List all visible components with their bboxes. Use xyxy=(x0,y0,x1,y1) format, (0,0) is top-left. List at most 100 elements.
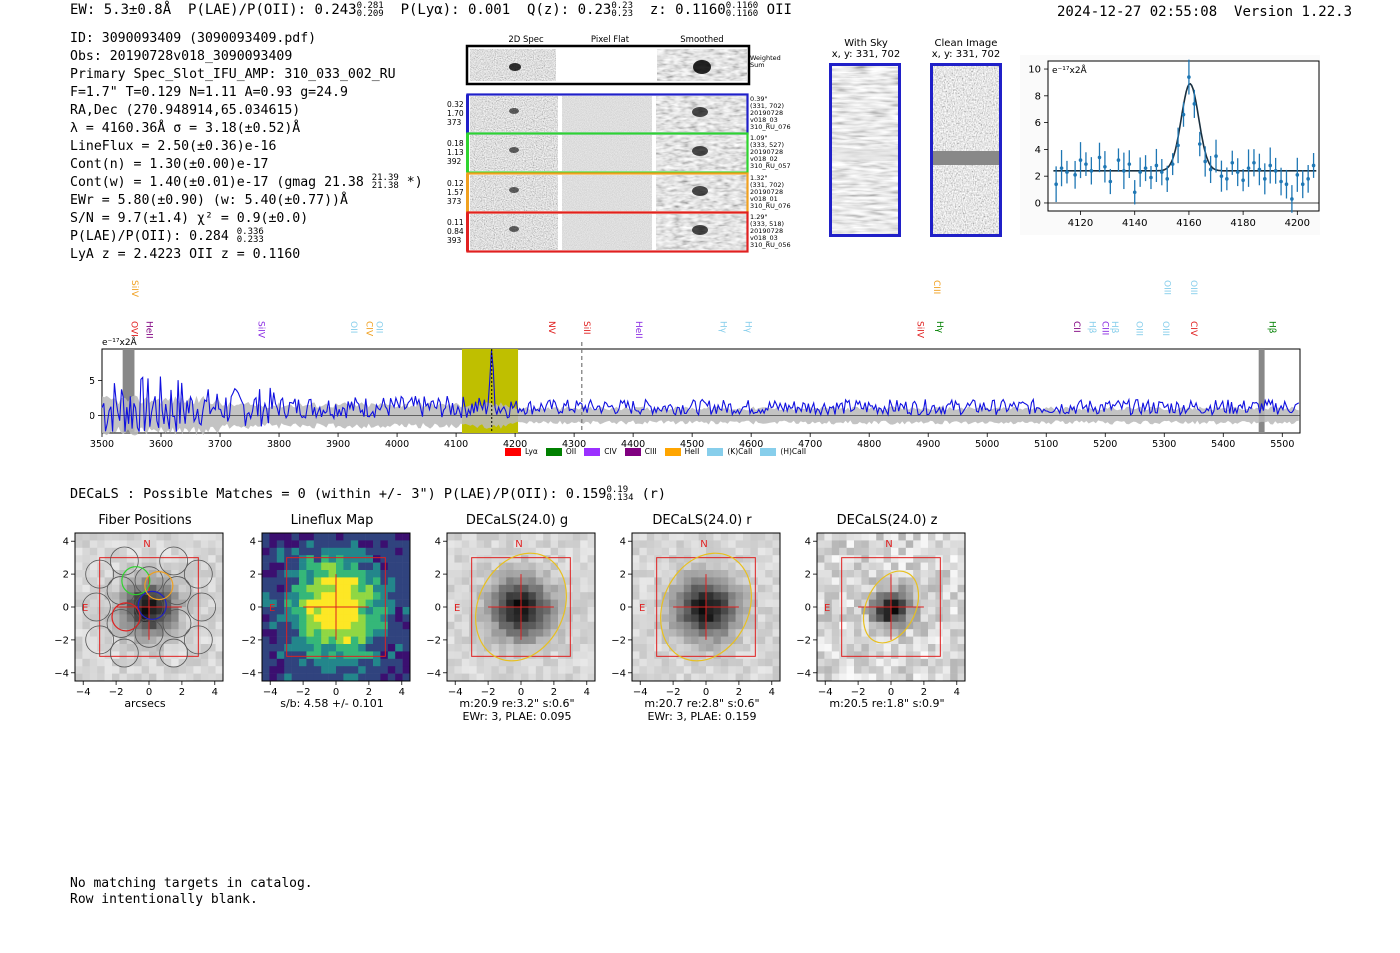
row-left-values: 0.12 1.57 373 xyxy=(447,179,464,206)
panel-caption-line: m:20.5 re:1.8" s:0.9" xyxy=(829,697,945,710)
fiber-circle xyxy=(162,576,192,605)
spectrum-unit: e⁻¹⁷x2Å xyxy=(102,336,138,348)
spectrum-line-label: OII xyxy=(373,321,383,333)
fiber-circle xyxy=(187,592,216,622)
panel-y-tick: −4 xyxy=(796,668,811,679)
panel-image xyxy=(447,533,596,682)
spectrum-line-label: Hγ xyxy=(718,321,728,334)
row-right-value: 20190728 xyxy=(750,188,784,196)
spectrum-line-label: CIV xyxy=(1188,321,1198,337)
legend-item: CIV xyxy=(584,447,617,456)
zoom-data-point xyxy=(1197,142,1202,146)
legend-swatch xyxy=(505,448,521,456)
zoom-data-point xyxy=(1176,143,1180,148)
panel-x-tick: 0 xyxy=(703,687,709,698)
fiber-circle-green xyxy=(121,566,151,596)
zoom-data-point xyxy=(1089,169,1094,173)
zoom-data-point xyxy=(1103,165,1107,169)
with-sky-image xyxy=(829,63,901,237)
weighted-sum-frame xyxy=(465,44,751,86)
zoom-y-tick: 8 xyxy=(1035,91,1041,102)
info-obs: Obs: 20190728v018_3090093409 xyxy=(70,49,293,64)
panel-x-tick: −2 xyxy=(296,687,311,698)
panel-x-tick: −2 xyxy=(851,687,866,698)
spectrum-flux-line xyxy=(101,350,1300,432)
panel-caption: m:20.9 re:3.2" s:0.6" EWr: 3, PLAE: 0.095 xyxy=(442,697,592,723)
row-right-value: (333, 527) xyxy=(750,141,785,149)
panel-aperture-box xyxy=(99,557,199,657)
header-right: 2024-12-27 02:55:08 Version 1.22.3 xyxy=(1057,4,1352,20)
spectrum-x-tick: 3600 xyxy=(149,439,173,450)
row-right-values: 0.39" (331, 702) 20190728 v018_03 310_RU_076 xyxy=(750,96,791,131)
panel-caption: s/b: 4.58 +/- 0.101 xyxy=(257,697,407,710)
panel-x-tick: −4 xyxy=(633,687,648,698)
zoom-x-tick: 4200 xyxy=(1285,218,1310,229)
footer-line-2: Row intentionally blank. xyxy=(70,891,258,907)
legend-label: HeII xyxy=(684,447,700,456)
info-lambda: λ = 4160.36Å σ = 3.18(±0.52)Å xyxy=(70,121,301,136)
info-lyaz: LyA z = 2.4223 OII z = 0.1160 xyxy=(70,247,301,262)
row-right-value: 310_RU_057 xyxy=(750,162,791,170)
fiber-circle xyxy=(85,559,115,589)
panel-caption-line: arcsecs xyxy=(124,697,166,710)
spectrum-line-label: CIV xyxy=(363,321,373,337)
legend-item: (H)CaII xyxy=(760,447,806,456)
panel-x-tick: 4 xyxy=(584,687,590,698)
zoom-data-point xyxy=(1132,190,1137,195)
row-right-value: 310_RU_056 xyxy=(750,241,791,249)
header-z: z: 0.1160 xyxy=(649,2,726,18)
row-right-values: 1.32" (331, 702) 20190728 v018_01 310_RU_076 xyxy=(750,175,791,210)
spectrum-line-label: OIII xyxy=(1160,321,1170,336)
panel-image xyxy=(262,533,411,682)
panel-y-tick: 2 xyxy=(250,570,256,581)
panel-aperture-box xyxy=(841,557,941,657)
zoom-x-tick: 4140 xyxy=(1122,218,1147,229)
panel-y-tick: 2 xyxy=(63,570,69,581)
panel-x-tick: −2 xyxy=(481,687,496,698)
header-version: Version 1.22.3 xyxy=(1234,4,1353,20)
spectrum-x-tick: 4900 xyxy=(916,439,940,450)
spectrum-x-tick: 5200 xyxy=(1093,439,1117,450)
row-left-value: 1.13 xyxy=(447,148,464,157)
spectrum-line-label: SiIV xyxy=(129,280,139,298)
legend-swatch xyxy=(624,448,641,456)
east-label: E xyxy=(639,603,645,614)
info-fiber: F=1.7" T=0.129 N=1.11 A=0.93 g=24.9 xyxy=(70,85,348,100)
spectrum-line-label: Hβ xyxy=(1266,321,1276,334)
panel-caption-line: m:20.7 re:2.8" s:0.6" xyxy=(644,697,760,710)
image-panel: E −4 −2 0 2 4 4 2 0 −2 −4 xyxy=(241,532,411,698)
info-contw-hi: 21.39 xyxy=(371,173,399,183)
panel-x-tick: 2 xyxy=(921,687,927,698)
zoom-data-point xyxy=(1084,162,1088,166)
header-qz: Q(z): 0.23 xyxy=(527,2,612,18)
spectrum-x-tick: 4100 xyxy=(444,439,468,450)
zoom-data-point xyxy=(1154,163,1159,168)
row-left-value: 0.12 xyxy=(447,179,464,188)
legend-label: OII xyxy=(565,447,577,456)
zoom-data-point xyxy=(1241,178,1245,182)
image-panel: N E −4 −2 0 2 4 4 2 0 −2 −4 xyxy=(611,532,781,698)
legend-label: CIV xyxy=(604,447,617,456)
zoom-data-point xyxy=(1097,155,1102,160)
east-label: E xyxy=(269,603,275,614)
spectrum-line-label: Hβ xyxy=(1086,321,1096,334)
zoom-data-point xyxy=(1160,170,1164,174)
info-sn: S/N = 9.7(±1.4) χ² = 0.9(±0.0) xyxy=(70,211,309,226)
panel-y-tick: 2 xyxy=(620,570,626,581)
north-label: N xyxy=(515,539,522,550)
fiber-circle xyxy=(106,609,136,638)
spectrum-line-label: OVI xyxy=(129,321,139,337)
zoom-data-point xyxy=(1149,175,1153,180)
east-label: E xyxy=(454,603,460,614)
panel-y-tick: 0 xyxy=(250,603,256,614)
legend-item: Lyα xyxy=(505,447,538,456)
panel-aperture-box xyxy=(656,557,756,657)
zoom-x-tick: 4180 xyxy=(1230,218,1255,229)
spectrum-line-label: OIII xyxy=(1161,280,1171,295)
legend-swatch xyxy=(707,448,724,456)
info-contn: Cont(n) = 1.30(±0.00)e-17 xyxy=(70,157,269,172)
panel-y-tick: −4 xyxy=(54,668,69,679)
decals-band: (r) xyxy=(641,486,667,502)
row-left-value: 0.84 xyxy=(447,227,464,236)
info-ewr: EWr = 5.80(±0.90) (w: 5.40(±0.77))Å xyxy=(70,193,348,208)
